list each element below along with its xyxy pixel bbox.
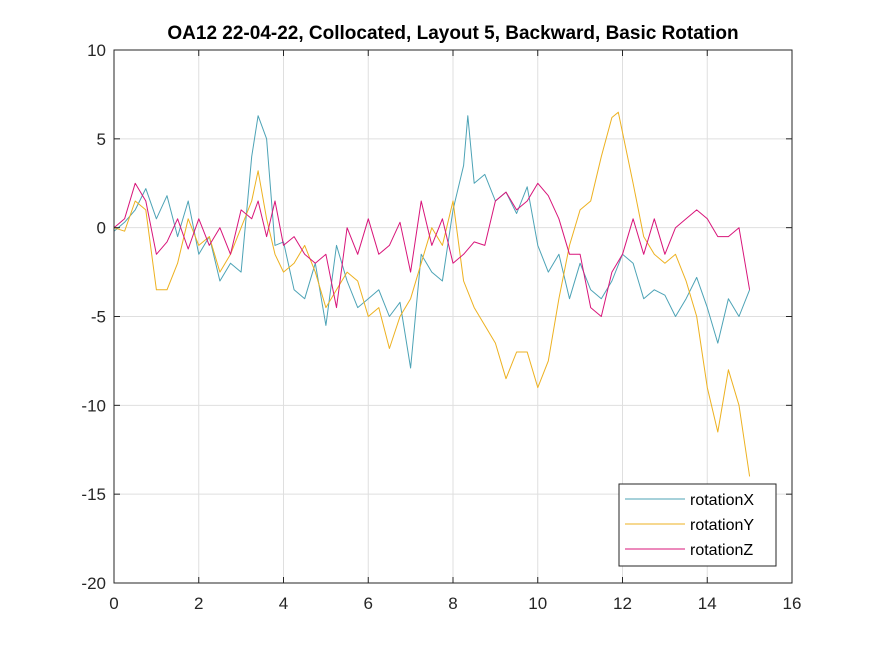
y-tick-label: -20 <box>81 574 106 593</box>
x-tick-label: 8 <box>448 594 457 613</box>
x-tick-label: 6 <box>364 594 373 613</box>
series-layer <box>113 111 751 477</box>
series-line-rotationX <box>113 115 751 369</box>
ticks <box>113 49 793 584</box>
y-tick-label: -15 <box>81 485 106 504</box>
legend: rotationX rotationY rotationZ <box>618 483 777 567</box>
chart-title: OA12 22-04-22, Collocated, Layout 5, Bac… <box>167 23 738 44</box>
x-tick-label: 0 <box>109 594 118 613</box>
legend-label-rotationY: rotationY <box>690 517 754 534</box>
y-tick-label: -5 <box>91 308 106 327</box>
legend-box <box>618 483 777 567</box>
x-tick-label: 10 <box>528 594 547 613</box>
legend-label-rotationZ: rotationZ <box>690 542 753 559</box>
x-tick-label: 4 <box>279 594 288 613</box>
legend-label-rotationX: rotationX <box>690 492 754 509</box>
y-tick-label: 10 <box>87 41 106 60</box>
x-tick-label: 16 <box>783 594 802 613</box>
y-tick-label: 0 <box>97 219 106 238</box>
x-tick-label: 12 <box>613 594 632 613</box>
x-tick-labels: 0 2 4 6 8 10 12 14 16 <box>109 594 801 613</box>
y-tick-label: -10 <box>81 396 106 415</box>
x-tick-label: 2 <box>194 594 203 613</box>
x-tick-label: 14 <box>698 594 717 613</box>
series-line-rotationY <box>113 111 751 477</box>
y-tick-label: 5 <box>97 130 106 149</box>
series-line-rotationZ <box>113 182 751 317</box>
y-tick-labels: 10 5 0 -5 -10 -15 -20 <box>81 41 106 593</box>
